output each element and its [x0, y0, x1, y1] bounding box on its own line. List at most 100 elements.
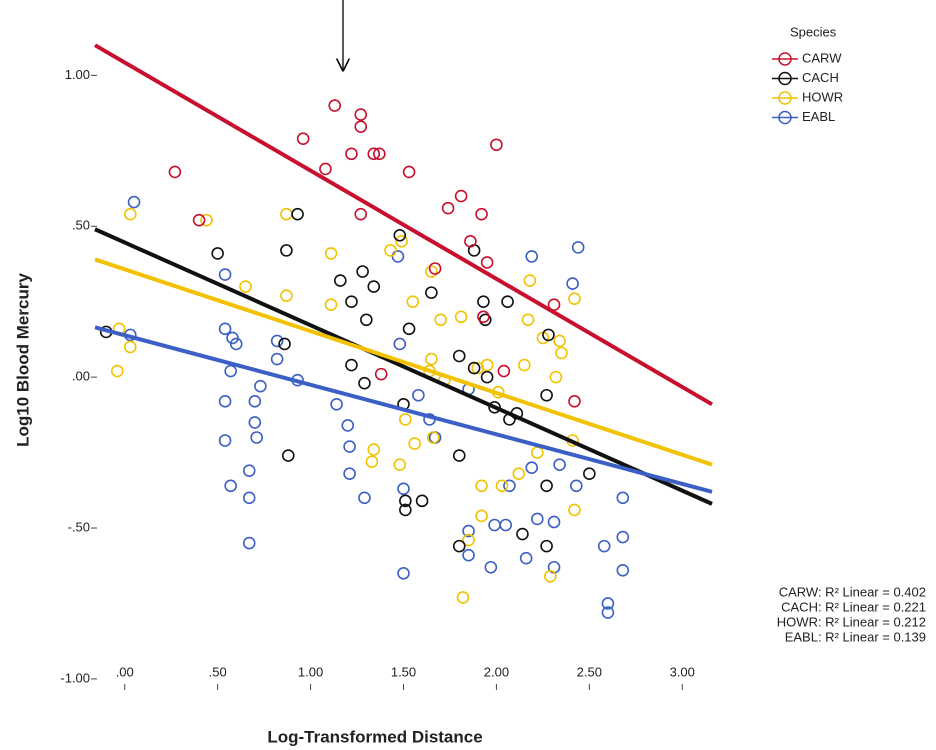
data-point: [168, 165, 182, 179]
data-point: [499, 518, 513, 532]
data-point: [549, 370, 563, 384]
data-point: [358, 491, 371, 505]
data-point: [296, 132, 310, 146]
legend-swatch: [778, 91, 792, 105]
data-point: [343, 467, 356, 481]
data-point: [248, 394, 262, 408]
data-point: [568, 503, 581, 517]
data-point: [330, 397, 343, 411]
data-point: [425, 265, 438, 278]
data-point: [597, 539, 611, 553]
fit-line: [94, 227, 713, 506]
data-point: [571, 241, 585, 254]
x-tick-label: 1.00: [298, 664, 323, 679]
r-squared-note: CARW: R² Linear = 0.402: [779, 584, 926, 599]
data-point: [570, 479, 583, 493]
data-point: [270, 334, 284, 348]
data-point: [111, 364, 124, 378]
data-point: [601, 606, 615, 619]
data-point: [324, 298, 338, 312]
data-point: [467, 361, 481, 375]
data-point: [374, 367, 388, 381]
y-axis-title: Log10 Blood Mercury: [13, 273, 32, 447]
data-point: [391, 250, 405, 263]
legend-label: HOWR: [802, 89, 843, 104]
data-point: [516, 527, 529, 541]
data-point: [616, 563, 630, 577]
data-point: [568, 292, 581, 305]
data-point: [402, 165, 416, 179]
data-point: [343, 440, 356, 453]
data-point: [124, 207, 137, 221]
data-point: [512, 467, 526, 481]
data-point: [270, 352, 284, 366]
y-tick-label: 1.00: [65, 67, 90, 82]
data-point: [218, 434, 232, 447]
data-point: [426, 431, 440, 444]
data-point: [356, 265, 369, 278]
data-point: [248, 416, 262, 429]
data-point: [480, 370, 494, 384]
data-point: [525, 250, 539, 263]
data-point: [415, 494, 429, 508]
data-point: [254, 379, 267, 393]
data-point: [452, 349, 466, 363]
data-point: [490, 138, 503, 152]
data-point: [345, 358, 358, 372]
legend-label: EABL: [802, 109, 835, 124]
data-point: [218, 268, 232, 281]
legend-swatch: [778, 71, 792, 86]
data-point: [462, 524, 475, 538]
legend-swatch: [778, 110, 792, 125]
fit-line: [94, 257, 713, 467]
data-point: [462, 533, 475, 547]
data-point: [399, 413, 412, 426]
data-point: [397, 566, 410, 580]
data-point: [501, 295, 514, 308]
data-point: [495, 479, 509, 493]
data-point: [480, 358, 494, 372]
data-point: [406, 295, 420, 308]
legend-label: CACH: [802, 70, 839, 85]
data-point: [367, 443, 381, 456]
data-point: [397, 482, 410, 496]
x-tick-label: 2.50: [577, 664, 602, 679]
data-point: [456, 591, 470, 604]
data-point: [523, 274, 537, 287]
data-point: [328, 99, 342, 112]
data-point: [480, 256, 494, 269]
data-point: [454, 310, 468, 324]
data-point: [393, 337, 407, 351]
data-point: [224, 364, 237, 378]
data-point: [341, 419, 355, 432]
data-point: [475, 509, 488, 523]
data-point: [475, 207, 488, 221]
data-point: [242, 491, 256, 505]
data-point: [553, 458, 566, 471]
data-point: [239, 280, 252, 293]
data-point: [242, 464, 256, 477]
data-point: [542, 328, 555, 342]
data-point: [365, 455, 379, 468]
data-point: [525, 461, 539, 474]
y-tick-label: .50: [72, 218, 90, 233]
data-point: [280, 244, 293, 257]
data-point: [393, 458, 407, 471]
data-point: [428, 262, 442, 275]
r-squared-note: HOWR: R² Linear = 0.212: [777, 614, 926, 629]
x-axis-title: Log-Transformed Distance: [267, 727, 482, 746]
fit-line: [94, 325, 713, 494]
data-point: [616, 491, 630, 505]
y-tick-label: .00: [72, 369, 90, 384]
data-point: [291, 207, 304, 221]
data-point: [497, 364, 511, 378]
data-point: [477, 310, 490, 324]
data-point: [566, 277, 579, 290]
data-point: [211, 247, 224, 260]
data-point: [425, 352, 438, 366]
data-point: [345, 295, 358, 308]
data-point: [601, 597, 615, 610]
data-point: [399, 503, 412, 517]
r-squared-note: EABL: R² Linear = 0.139: [785, 629, 926, 644]
